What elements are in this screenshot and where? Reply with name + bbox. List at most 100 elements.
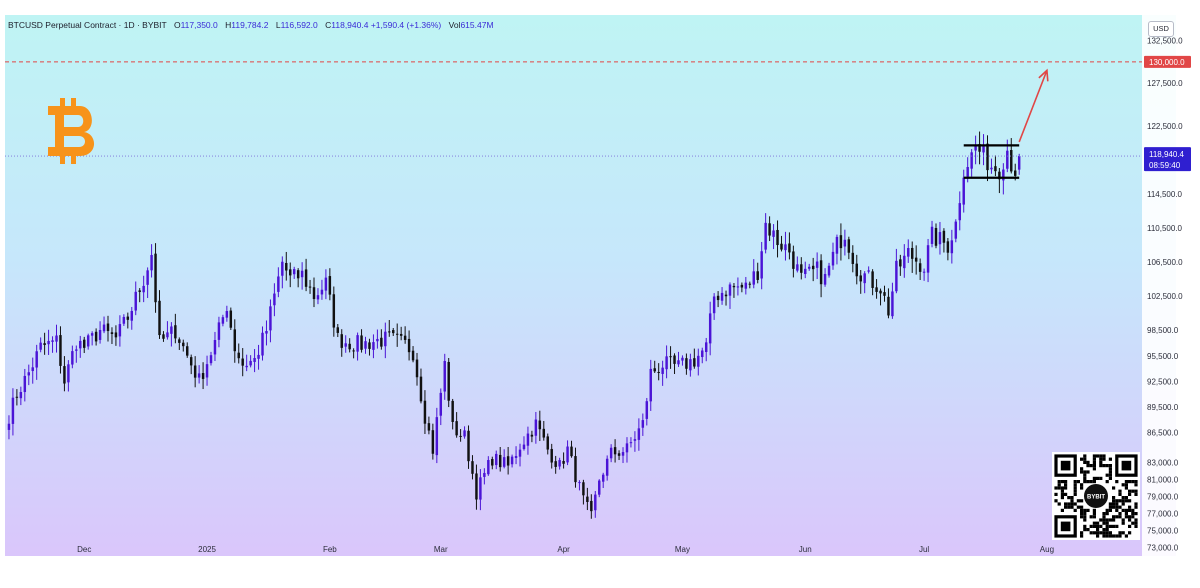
candle-body: [71, 351, 74, 365]
qr-module: [1092, 531, 1096, 535]
candle-body: [910, 247, 914, 259]
candle-body: [986, 143, 989, 171]
qr-module: [1070, 505, 1074, 509]
candle: [859, 270, 862, 294]
candle-body: [90, 333, 94, 336]
candle-body: [43, 343, 46, 346]
candle-body: [269, 306, 272, 331]
qr-module: [1089, 524, 1093, 528]
candle: [637, 418, 641, 451]
candle: [843, 229, 847, 256]
candle-body: [720, 292, 724, 301]
candle-body: [891, 291, 894, 317]
qr-module: [1112, 505, 1116, 509]
candle: [35, 344, 38, 380]
candle-body: [174, 325, 177, 339]
qr-module: [1121, 502, 1125, 506]
candle: [142, 275, 145, 303]
candle: [704, 337, 708, 362]
candle: [895, 248, 898, 294]
candle: [193, 356, 197, 388]
candle-body: [186, 346, 189, 356]
qr-module: [1073, 483, 1077, 487]
qr-module: [1105, 480, 1109, 484]
qr-module: [1105, 528, 1109, 532]
qr-module: [1057, 480, 1061, 484]
candle: [1010, 138, 1013, 174]
candle-body: [566, 446, 569, 463]
qr-center-badge: [1084, 484, 1108, 508]
qr-module: [1070, 502, 1074, 506]
candle: [835, 234, 839, 265]
candle: [554, 455, 557, 474]
qr-module: [1112, 515, 1116, 519]
candle-body: [752, 271, 755, 285]
candle: [392, 328, 395, 336]
candle-body: [225, 311, 229, 318]
candle: [720, 287, 724, 305]
candle-body: [328, 276, 332, 295]
candle-body: [182, 342, 185, 347]
candle: [86, 333, 90, 350]
candle-body: [249, 360, 252, 366]
qr-module: [1134, 489, 1138, 493]
candle: [467, 425, 470, 469]
target-tag-box: [1144, 55, 1191, 68]
qr-module: [1092, 454, 1096, 458]
qr-module: [1128, 518, 1132, 522]
target-price-tag: 130,000.0: [1144, 55, 1191, 68]
qr-module: [1086, 460, 1090, 464]
candle: [118, 315, 122, 347]
candle-body: [689, 359, 692, 371]
candle-body: [475, 473, 478, 500]
candle: [273, 283, 276, 317]
candle-body: [257, 354, 260, 359]
candle-body: [625, 443, 629, 453]
candle: [728, 282, 732, 309]
qr-module: [1092, 467, 1096, 471]
candle: [514, 446, 518, 465]
candle: [899, 254, 902, 276]
qr-module: [1060, 508, 1064, 512]
qr-module: [1083, 476, 1087, 480]
candle: [926, 238, 930, 283]
candle: [63, 356, 66, 392]
chart-background: [5, 15, 1176, 556]
candle-body: [748, 283, 752, 285]
candle-body: [27, 372, 30, 376]
candle-body: [855, 263, 858, 277]
qr-module: [1131, 512, 1135, 516]
candle: [162, 331, 165, 342]
qr-module: [1083, 460, 1087, 464]
candle-body: [419, 376, 423, 402]
candle-body: [800, 264, 803, 273]
candle-body: [376, 338, 379, 342]
candle: [629, 437, 633, 448]
candle-body: [558, 460, 561, 467]
candle: [784, 231, 787, 261]
candle-body: [217, 322, 221, 340]
qr-module: [1060, 492, 1064, 496]
currency-button[interactable]: USD: [1148, 21, 1174, 37]
candle: [106, 315, 110, 342]
candle: [483, 468, 486, 485]
qr-module: [1086, 528, 1090, 532]
candle: [938, 221, 942, 255]
candle-body: [641, 420, 645, 428]
x-tick-label: May: [675, 545, 690, 554]
candle-body: [633, 439, 637, 441]
y-tick-label: 122,500.0: [1147, 122, 1183, 131]
candle-body: [467, 430, 470, 462]
candle: [130, 306, 134, 330]
candle-body: [704, 342, 708, 352]
candle: [90, 331, 94, 346]
candle: [217, 316, 221, 348]
candle: [94, 328, 98, 346]
candle: [348, 338, 351, 353]
qr-finder-core: [1060, 521, 1071, 532]
candle-body: [67, 364, 70, 383]
time-axis: Dec 2025 Feb Mar Apr May Jun Jul Aug: [77, 545, 1054, 554]
qr-module: [1115, 508, 1119, 512]
candle-body: [395, 333, 399, 335]
candle-body: [360, 335, 363, 350]
